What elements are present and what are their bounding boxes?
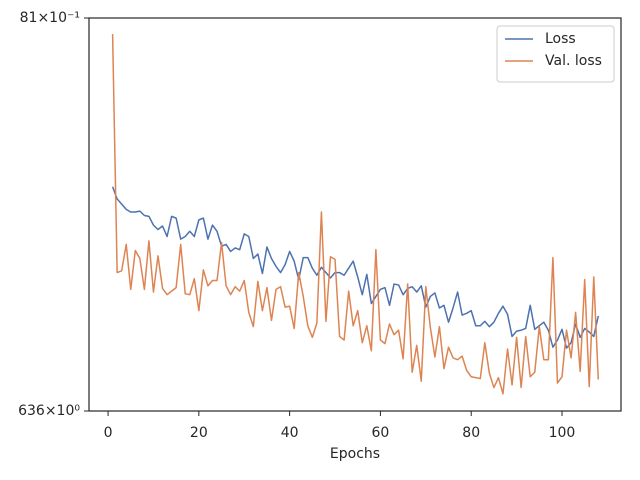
x-tick-label: 20 [190, 425, 208, 441]
legend-box [496, 25, 615, 83]
x-tick-label: 60 [372, 425, 390, 441]
legend-label: Val. loss [545, 53, 602, 69]
x-tick-label: 40 [281, 425, 299, 441]
x-axis-label: Epochs [330, 446, 380, 462]
legend-label: Loss [545, 31, 576, 47]
y-tick-label: 81×10⁻¹ [20, 10, 80, 26]
plot-frame [88, 17, 622, 412]
line-series [111, 34, 600, 395]
x-tick-label: 0 [104, 425, 113, 441]
line-series [111, 186, 600, 349]
x-tick-label: 80 [462, 425, 480, 441]
legend: Loss Val. loss [496, 25, 615, 83]
y-tick-label: 636×10⁰ [18, 403, 80, 419]
x-tick-label: 100 [549, 425, 576, 441]
